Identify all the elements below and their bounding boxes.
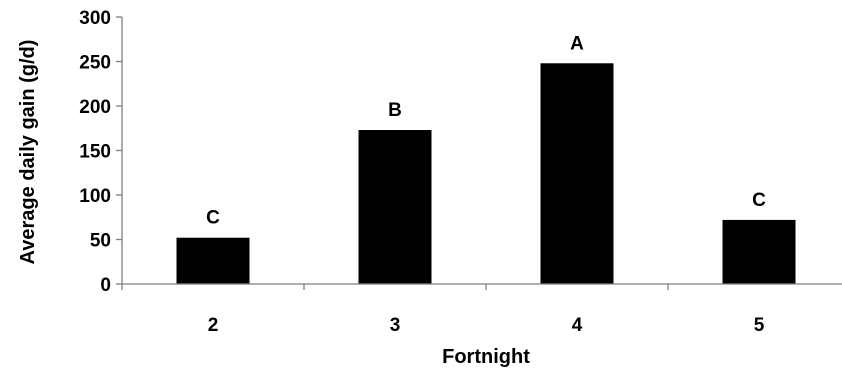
significance-letters: C B A C (206, 33, 766, 228)
y-tick-label: 50 (90, 231, 111, 252)
y-tick-label: 150 (79, 142, 111, 163)
bar-fortnight-5 (722, 219, 796, 284)
y-tick-label: 300 (79, 8, 111, 29)
bars (176, 63, 796, 284)
bar-fortnight-4 (540, 63, 614, 284)
y-axis-ticks: 0 50 100 150 200 250 300 (79, 8, 122, 296)
x-tick-label: 2 (208, 315, 219, 336)
significance-letter: A (570, 33, 584, 54)
x-axis-ticks: 2 3 4 5 (121, 284, 765, 336)
significance-letter: C (206, 208, 220, 229)
x-tick-label: 3 (390, 315, 401, 336)
y-tick-label: 250 (79, 53, 111, 74)
x-tick-label: 4 (572, 315, 583, 336)
y-tick-label: 100 (79, 186, 111, 207)
significance-letter: B (388, 100, 402, 121)
y-tick-label: 200 (79, 97, 111, 118)
x-tick-label: 5 (754, 315, 765, 336)
bar-fortnight-2 (176, 237, 250, 284)
y-axis-title: Average daily gain (g/d) (17, 40, 39, 265)
bar-fortnight-3 (358, 130, 432, 284)
y-tick-label: 0 (100, 275, 111, 296)
significance-letter: C (752, 190, 766, 211)
x-axis-title: Fortnight (442, 346, 530, 368)
